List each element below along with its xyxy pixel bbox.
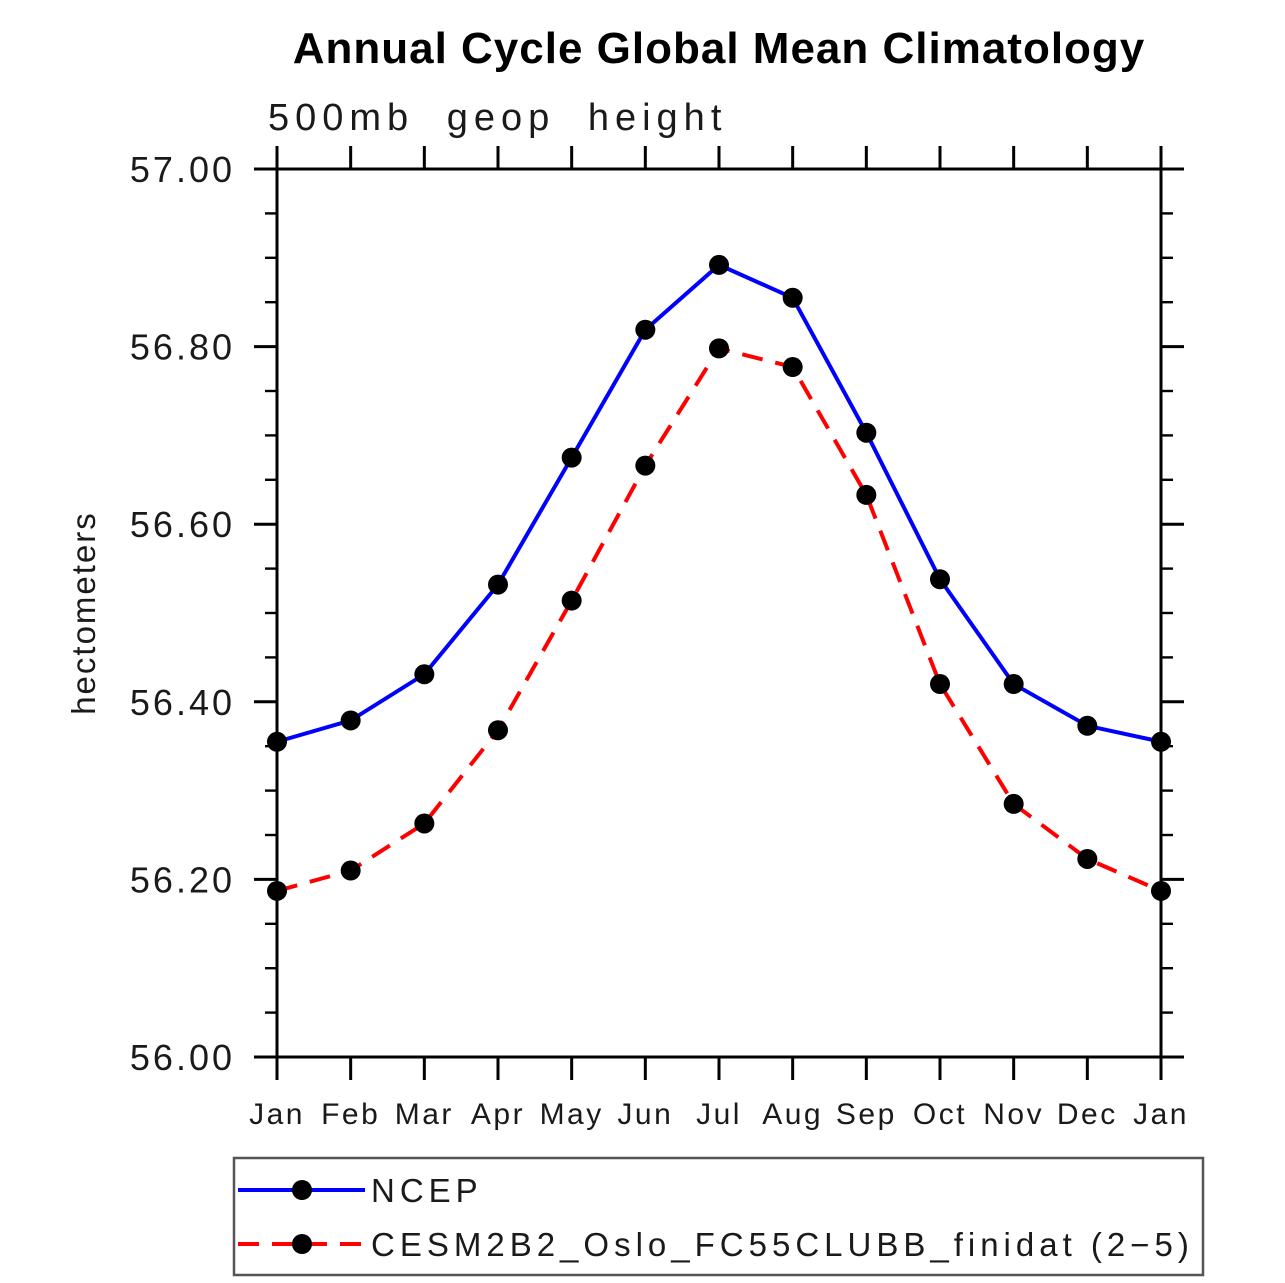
- data-point: [488, 720, 508, 741]
- ncep-legend-marker: [292, 1180, 312, 1200]
- x-tick-label: Mar: [395, 1098, 454, 1131]
- x-tick-label: Jul: [696, 1098, 742, 1131]
- x-tick-label: Sep: [836, 1098, 897, 1131]
- legend-box: [232, 1156, 1205, 1277]
- data-point: [1003, 793, 1024, 814]
- data-point: [267, 731, 287, 752]
- data-point: [709, 254, 729, 275]
- series-0: [267, 254, 1171, 752]
- ncep-legend-label: NCEP: [371, 1172, 483, 1209]
- x-tick-label: Jan: [1133, 1098, 1189, 1131]
- y-tick-label: 56.20: [130, 859, 235, 900]
- x-tick-label: Dec: [1057, 1098, 1118, 1131]
- data-point: [1151, 731, 1171, 752]
- y-tick-label: 56.80: [130, 327, 235, 368]
- plot-frame: [275, 167, 1163, 1059]
- data-series: [267, 254, 1171, 901]
- data-point: [1077, 848, 1098, 869]
- y-tick-label: 57.00: [130, 149, 235, 190]
- x-tick-label: May: [540, 1098, 604, 1131]
- data-point: [1151, 880, 1171, 901]
- data-point: [930, 569, 950, 590]
- data-point: [856, 422, 877, 443]
- cesm-legend-marker: [292, 1234, 312, 1254]
- axes: Jan Feb Mar Apr May Jun Jul Aug Sep Oct Nov Dec Jan 5…: [130, 146, 1189, 1131]
- data-point: [709, 338, 729, 359]
- x-tick-label: Aug: [762, 1098, 823, 1131]
- data-point: [414, 664, 435, 685]
- data-point: [1077, 715, 1098, 736]
- x-tick-label: Jun: [617, 1098, 673, 1131]
- data-point: [1003, 674, 1024, 695]
- data-point: [561, 447, 582, 468]
- x-tick-label: Jan: [249, 1098, 305, 1131]
- chart-title: Annual Cycle Global Mean Climatology: [293, 24, 1146, 73]
- cesm-legend-label: CESM2B2_Oslo_FC55CLUBB_finidat (2−5): [371, 1226, 1194, 1263]
- data-point: [930, 674, 950, 695]
- data-point: [782, 287, 803, 308]
- data-point: [340, 860, 361, 881]
- y-tick-label: 56.00: [130, 1037, 235, 1078]
- series-line-0: [276, 262, 1162, 744]
- data-point: [488, 574, 508, 595]
- series-line-1: [276, 346, 1162, 893]
- x-tick-label: Nov: [983, 1098, 1044, 1131]
- y-tick-label: 56.60: [130, 504, 235, 545]
- chart-subtitle: 500mb geop height: [268, 97, 727, 139]
- x-tick-label: Oct: [913, 1098, 967, 1131]
- x-tick-label: Apr: [471, 1098, 525, 1131]
- x-tick-label: Feb: [321, 1098, 380, 1131]
- data-point: [340, 710, 361, 731]
- y-tick-label: 56.40: [130, 682, 235, 723]
- data-point: [267, 880, 287, 901]
- y-axis-label: hectometers: [65, 511, 102, 715]
- data-point: [635, 319, 656, 340]
- data-point: [782, 357, 803, 378]
- data-point: [856, 484, 877, 505]
- series-1: [267, 338, 1171, 901]
- data-point: [635, 455, 656, 476]
- data-point: [414, 813, 435, 834]
- legend: NCEP CESM2B2_Oslo_FC55CLUBB_finidat (2−5…: [232, 1156, 1205, 1277]
- data-point: [561, 590, 582, 611]
